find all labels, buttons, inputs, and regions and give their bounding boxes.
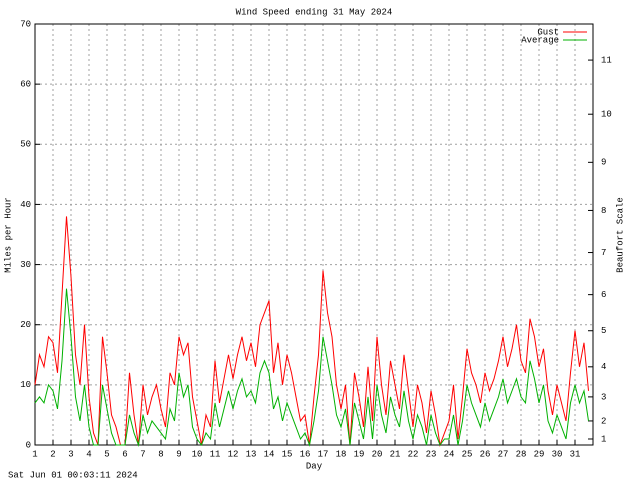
y2-tick-label: 2 — [601, 416, 606, 426]
y-tick-label: 0 — [26, 440, 31, 450]
x-tick-label: 8 — [158, 449, 163, 459]
y2-tick-label: 4 — [601, 362, 606, 372]
x-tick-label: 2 — [50, 449, 55, 459]
x-tick-label: 3 — [68, 449, 73, 459]
x-tick-label: 13 — [246, 449, 257, 459]
y2-tick-label: 11 — [601, 55, 612, 65]
x-tick-label: 15 — [282, 449, 293, 459]
y-axis-label: Miles per Hour — [3, 197, 13, 273]
y2-tick-label: 8 — [601, 206, 606, 216]
footer-timestamp: Sat Jun 01 00:03:11 2024 — [8, 470, 138, 480]
x-tick-label: 7 — [140, 449, 145, 459]
x-tick-label: 1 — [32, 449, 37, 459]
y2-tick-label: 10 — [601, 110, 612, 120]
legend-label: Gust — [537, 27, 559, 37]
series-line — [34, 216, 589, 447]
x-tick-label: 31 — [570, 449, 581, 459]
legend-label: Average — [521, 35, 559, 45]
x-tick-label: 30 — [552, 449, 563, 459]
x-tick-label: 19 — [354, 449, 365, 459]
x-tick-label: 22 — [408, 449, 419, 459]
x-tick-label: 24 — [444, 449, 455, 459]
x-tick-label: 20 — [372, 449, 383, 459]
y2-tick-label: 9 — [601, 158, 606, 168]
y2-tick-label: 6 — [601, 290, 606, 300]
y2-axis-label: Beaufort Scale — [615, 197, 625, 273]
y-tick-label: 50 — [20, 140, 31, 150]
x-tick-label: 18 — [336, 449, 347, 459]
y-tick-label: 40 — [20, 200, 31, 210]
x-tick-label: 6 — [122, 449, 127, 459]
x-tick-label: 10 — [192, 449, 203, 459]
x-tick-label: 4 — [86, 449, 91, 459]
y-tick-label: 60 — [20, 80, 31, 90]
y2-tick-label: 5 — [601, 326, 606, 336]
x-tick-label: 28 — [516, 449, 527, 459]
x-tick-label: 14 — [264, 449, 275, 459]
x-tick-label: 27 — [498, 449, 509, 459]
y2-tick-label: 1 — [601, 434, 606, 444]
x-tick-label: 5 — [104, 449, 109, 459]
x-tick-label: 16 — [300, 449, 311, 459]
y-tick-label: 70 — [20, 19, 31, 29]
plot-border — [34, 23, 594, 446]
y2-tick-label: 7 — [601, 248, 606, 258]
series-line — [34, 288, 589, 447]
y-tick-label: 10 — [20, 380, 31, 390]
x-tick-label: 17 — [318, 449, 329, 459]
x-tick-label: 11 — [210, 449, 221, 459]
x-tick-label: 26 — [480, 449, 491, 459]
x-tick-label: 23 — [426, 449, 437, 459]
y-tick-label: 20 — [20, 320, 31, 330]
x-tick-label: 21 — [390, 449, 401, 459]
y2-tick-label: 3 — [601, 392, 606, 402]
x-tick-label: 29 — [534, 449, 545, 459]
x-tick-label: 9 — [176, 449, 181, 459]
y-tick-label: 30 — [20, 260, 31, 270]
chart-title: Wind Speed ending 31 May 2024 — [236, 7, 393, 17]
x-tick-label: 25 — [462, 449, 473, 459]
x-axis-label: Day — [306, 461, 323, 471]
x-tick-label: 12 — [228, 449, 239, 459]
